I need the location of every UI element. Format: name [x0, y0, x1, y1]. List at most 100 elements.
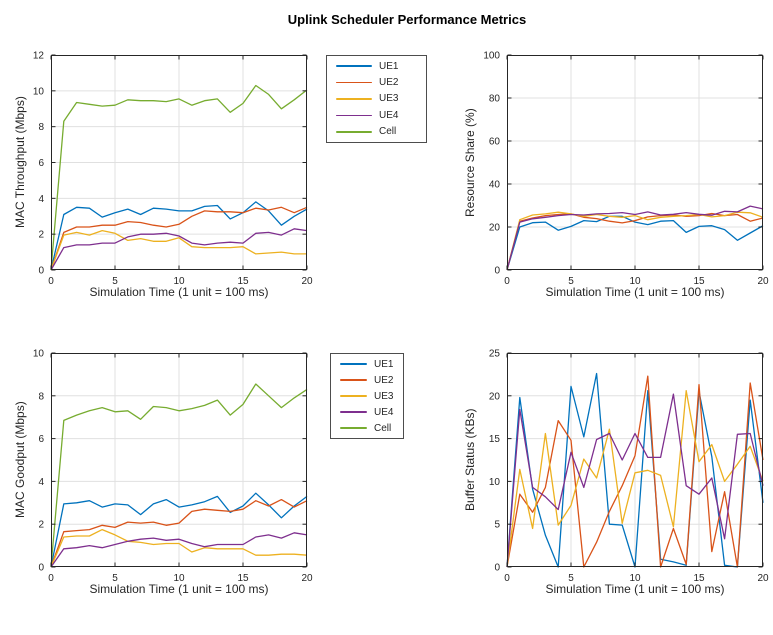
y-tick-label: 0 — [494, 563, 500, 574]
y-tick-label: 8 — [38, 122, 44, 133]
ylabel-resource-share: Resource Share (%) — [463, 108, 477, 217]
legend-label-cell: Cell — [379, 126, 397, 138]
legend-label-ue1: UE1 — [379, 60, 399, 72]
series-ue1 — [50, 201, 308, 271]
x-tick-label: 10 — [173, 573, 185, 584]
y-tick-label: 80 — [489, 94, 501, 105]
legend-item-ue1: UE1 — [327, 61, 426, 72]
legend-label-ue2: UE2 — [374, 374, 394, 386]
legend-mac-throughput: UE1 UE2 UE3 UE4 Cell — [326, 55, 427, 143]
legend-item-ue1: UE1 — [331, 359, 403, 370]
y-tick-label: 12 — [33, 51, 45, 62]
x-tick-label: 15 — [237, 573, 249, 584]
x-tick-label: 5 — [568, 276, 574, 287]
y-tick-label: 10 — [33, 349, 45, 360]
series-ue4 — [506, 393, 764, 568]
series-ue3 — [506, 390, 764, 568]
legend-mac-goodput: UE1 UE2 UE3 UE4 Cell — [330, 353, 404, 439]
legend-label-ue2: UE2 — [379, 77, 399, 89]
series-ue2 — [50, 498, 308, 568]
y-tick-label: 6 — [38, 434, 44, 445]
series-ue4 — [50, 228, 308, 271]
legend-line-sample-ue3 — [340, 395, 367, 397]
xlabel-mac-throughput: Simulation Time (1 unit = 100 ms) — [89, 285, 269, 299]
legend-line-sample-cell — [336, 130, 372, 133]
y-tick-label: 10 — [489, 477, 501, 488]
legend-label-ue1: UE1 — [374, 358, 394, 370]
legend-item-ue3: UE3 — [331, 391, 403, 402]
series-ue3 — [50, 229, 307, 271]
chart-mac-goodput: 0 5 10 15 20 0 2 4 6 8 10 — [33, 349, 313, 585]
y-tick-label: 100 — [483, 51, 500, 62]
x-tick-label: 5 — [112, 276, 118, 287]
y-tick-label: 40 — [489, 180, 501, 191]
x-tick-label: 0 — [48, 573, 54, 584]
series-ue4 — [506, 205, 764, 271]
y-tick-label: 20 — [489, 391, 501, 402]
figure-title: Uplink Scheduler Performance Metrics — [287, 12, 527, 27]
y-tick-label: 2 — [38, 230, 44, 241]
legend-line-sample-ue2 — [340, 379, 367, 381]
y-tick-label: 5 — [494, 520, 500, 531]
x-tick-label: 5 — [568, 573, 574, 584]
ylabel-mac-throughput: MAC Throughput (Mbps) — [13, 96, 27, 229]
x-tick-label: 10 — [173, 276, 185, 287]
x-tick-label: 15 — [693, 276, 705, 287]
x-tick-label: 0 — [504, 276, 510, 287]
legend-item-ue2: UE2 — [331, 375, 403, 386]
x-tick-label: 20 — [757, 276, 769, 287]
series-ue2 — [506, 212, 764, 271]
legend-item-cell: Cell — [331, 423, 403, 434]
y-tick-label: 0 — [494, 266, 500, 277]
series-ue1 — [506, 215, 764, 271]
ylabel-buffer-status: Buffer Status (KBs) — [463, 408, 477, 512]
y-tick-label: 6 — [38, 158, 44, 169]
ylabel-mac-goodput: MAC Goodput (Mbps) — [13, 401, 27, 519]
xlabel-buffer-status: Simulation Time (1 unit = 100 ms) — [545, 582, 725, 596]
x-tick-label: 10 — [629, 573, 641, 584]
y-tick-label: 0 — [38, 266, 44, 277]
y-tick-label: 15 — [489, 434, 501, 445]
x-tick-label: 15 — [693, 573, 705, 584]
series-ue3 — [50, 528, 308, 568]
xlabel-resource-share: Simulation Time (1 unit = 100 ms) — [545, 285, 725, 299]
x-tick-label: 15 — [237, 276, 249, 287]
legend-item-ue3: UE3 — [327, 93, 426, 104]
y-tick-label: 10 — [33, 86, 45, 97]
y-tick-label: 2 — [38, 520, 44, 531]
series-cell — [50, 383, 308, 568]
x-tick-label: 10 — [629, 276, 641, 287]
y-tick-label: 4 — [38, 477, 44, 488]
chart-resource-share: 0 5 10 15 20 0 20 40 60 80 100 — [483, 51, 769, 288]
x-tick-label: 20 — [301, 276, 313, 287]
legend-item-cell: Cell — [327, 126, 426, 137]
legend-line-sample-ue1 — [340, 363, 367, 365]
series-cell — [50, 84, 308, 271]
legend-line-sample-ue3 — [336, 98, 372, 100]
legend-line-sample-ue1 — [336, 65, 372, 67]
legend-label-ue4: UE4 — [374, 406, 394, 418]
legend-item-ue4: UE4 — [327, 110, 426, 121]
y-tick-label: 8 — [38, 391, 44, 402]
x-tick-label: 5 — [112, 573, 118, 584]
legend-label-ue4: UE4 — [379, 109, 399, 121]
legend-line-sample-cell — [340, 427, 367, 429]
legend-label-cell: Cell — [374, 422, 392, 434]
legend-label-ue3: UE3 — [379, 93, 399, 105]
series-ue2 — [50, 206, 308, 271]
x-tick-label: 0 — [48, 276, 54, 287]
series-ue1 — [50, 492, 308, 568]
x-tick-label: 0 — [504, 573, 510, 584]
y-tick-label: 25 — [489, 349, 501, 360]
y-tick-label: 0 — [38, 563, 44, 574]
y-tick-label: 20 — [489, 223, 501, 234]
y-tick-label: 60 — [489, 137, 501, 148]
x-tick-label: 20 — [301, 573, 313, 584]
legend-item-ue2: UE2 — [327, 77, 426, 88]
chart-buffer-status: 0 5 10 15 20 0 5 10 15 20 25 — [489, 349, 769, 585]
series-ue4 — [50, 532, 308, 568]
x-tick-label: 20 — [757, 573, 769, 584]
legend-line-sample-ue4 — [336, 114, 372, 117]
chart-mac-throughput: 0 5 10 15 20 0 2 4 6 8 10 12 — [33, 51, 313, 288]
